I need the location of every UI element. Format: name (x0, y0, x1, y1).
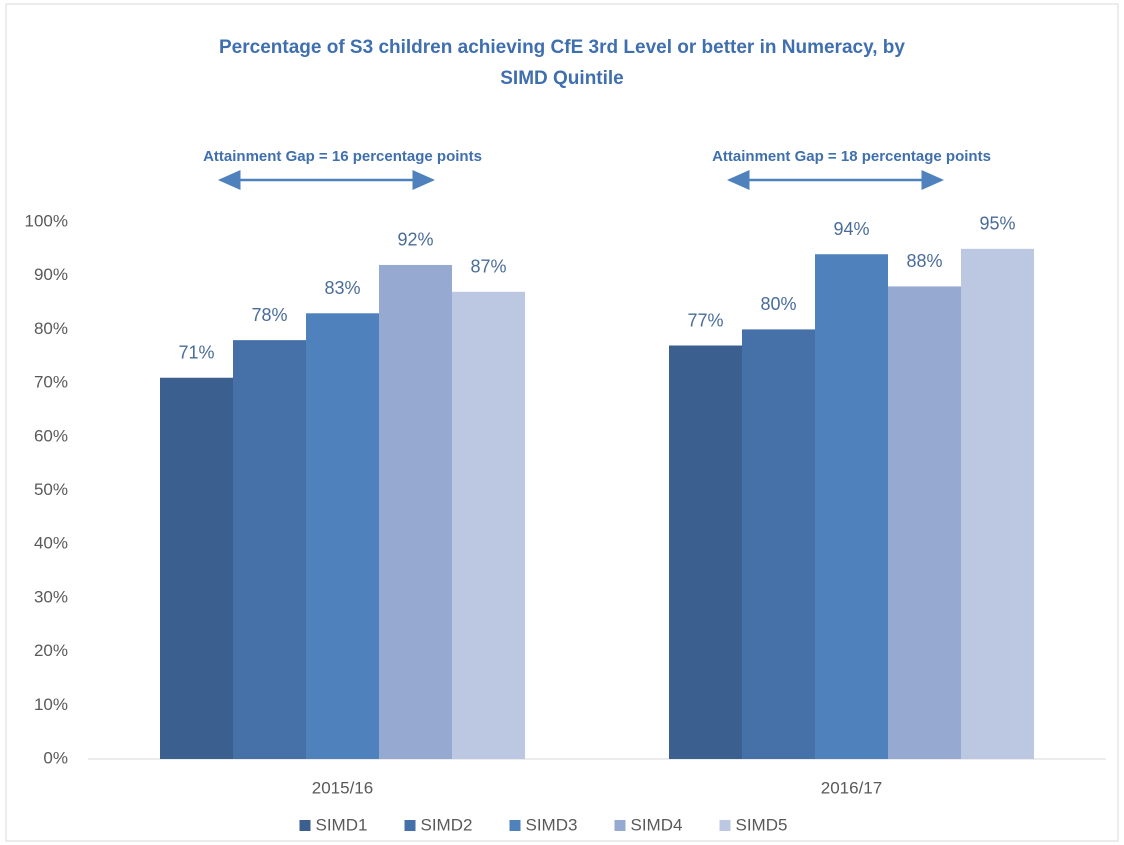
data-label: 95% (979, 214, 1015, 234)
bar (961, 248, 1034, 759)
legend-swatch (614, 820, 626, 831)
legend-label: SIMD4 (631, 815, 683, 834)
data-label: 78% (251, 305, 287, 325)
legend-swatch (299, 820, 311, 831)
data-label: 87% (470, 257, 506, 277)
y-tick-label: 40% (34, 534, 68, 553)
data-label: 77% (687, 310, 723, 330)
bar (452, 291, 525, 759)
y-tick-label: 0% (43, 748, 68, 767)
annotation: Attainment Gap = 16 percentage points (203, 148, 482, 165)
bar (379, 264, 452, 759)
y-tick-label: 90% (34, 265, 68, 284)
bar (815, 254, 888, 759)
y-tick-label: 30% (34, 587, 68, 606)
y-tick-label: 50% (34, 480, 68, 499)
chart-title: Percentage of S3 children achieving CfE … (219, 37, 905, 89)
bar (233, 340, 306, 759)
legend-swatch (719, 820, 731, 831)
y-tick-label: 100% (25, 211, 68, 230)
data-label: 83% (324, 278, 360, 298)
bar (669, 345, 742, 759)
data-label: 92% (397, 230, 433, 250)
y-tick-label: 60% (34, 426, 68, 445)
y-tick-label: 20% (34, 641, 68, 660)
data-label: 94% (833, 219, 869, 239)
data-label: 71% (178, 342, 214, 362)
x-tick-label: 2015/16 (312, 778, 373, 797)
legend-label: SIMD2 (421, 815, 473, 834)
y-tick-label: 70% (34, 373, 68, 392)
legend-swatch (509, 820, 521, 831)
data-label: 88% (906, 251, 942, 271)
chart-border (5, 3, 1119, 842)
data-label: 80% (760, 294, 796, 314)
y-tick-label: 80% (34, 319, 68, 338)
legend-label: SIMD5 (736, 815, 788, 834)
x-tick-label: 2016/17 (821, 778, 882, 797)
annotation: Attainment Gap = 18 percentage points (712, 148, 991, 165)
legend-label: SIMD1 (316, 815, 368, 834)
bar (888, 286, 961, 759)
legend-swatch (404, 820, 416, 831)
bar (160, 377, 233, 759)
bar (306, 313, 379, 759)
y-tick-label: 10% (34, 695, 68, 714)
bar (742, 329, 815, 759)
legend-label: SIMD3 (526, 815, 578, 834)
